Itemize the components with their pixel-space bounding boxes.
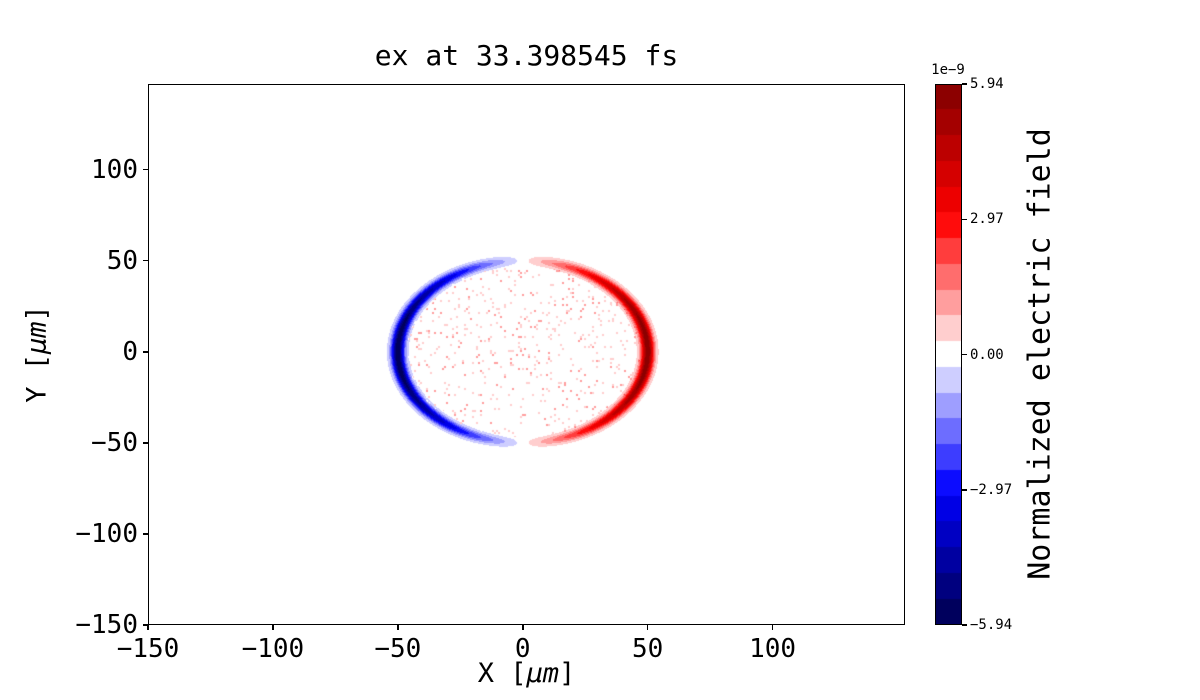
x-axis-label: X [μm] (148, 658, 905, 689)
y-tick-mark (143, 168, 148, 171)
colorbar-tick-mark (962, 489, 967, 491)
x-tick-label: 0 (514, 634, 531, 664)
colorbar-tick-label: −2.97 (970, 481, 1013, 498)
y-axis-label-suffix: ] (21, 305, 53, 322)
y-tick-mark (143, 442, 148, 444)
y-tick-label: −50 (91, 427, 138, 458)
y-tick-label: 50 (106, 245, 138, 276)
y-tick-label: 0 (122, 336, 138, 367)
y-tick-mark (143, 533, 148, 535)
y-tick-mark (143, 624, 148, 626)
colorbar-offset-label: 1e−9 (931, 62, 965, 78)
x-tick-mark (522, 625, 524, 630)
colorbar-tick-label: 0.00 (970, 346, 1004, 363)
x-tick-mark (147, 625, 149, 630)
x-axis-label-prefix: X [ (477, 658, 527, 689)
colorbar-tick-label: 2.97 (970, 211, 1004, 228)
x-tick-mark (397, 625, 399, 630)
x-tick-mark (771, 625, 774, 630)
y-tick-label: 100 (91, 154, 138, 185)
colorbar-tick-label: 5.94 (970, 76, 1004, 92)
x-tick-label: 50 (632, 634, 664, 664)
x-axis-label-unit: μm (526, 658, 560, 689)
y-tick-mark (143, 259, 148, 262)
colorbar-tick-label: −5.94 (970, 617, 1013, 633)
x-tick-label: 100 (749, 634, 797, 664)
y-tick-mark (143, 351, 148, 353)
x-tick-mark (646, 625, 649, 630)
colorbar-gradient (935, 84, 962, 625)
plot-area (148, 84, 905, 625)
plot-title: ex at 33.398545 fs (374, 39, 679, 72)
colorbar-tick-mark (962, 353, 967, 356)
colorbar-tick-mark (962, 218, 967, 220)
colorbar (935, 84, 962, 625)
y-axis-label-unit: μm (21, 321, 53, 354)
colorbar-tick-mark (962, 83, 967, 85)
y-axis-label-prefix: Y [ (21, 354, 53, 403)
colorbar-tick-mark (962, 624, 967, 626)
field-heatmap (148, 84, 905, 625)
y-axis-label: Y [μm] (22, 305, 53, 403)
x-tick-label: −50 (374, 634, 422, 664)
colorbar-label: Normalized electric field (1022, 128, 1058, 580)
x-tick-label: −150 (116, 634, 180, 664)
y-tick-label: −150 (75, 610, 138, 640)
x-axis-label-suffix: ] (559, 658, 576, 689)
y-tick-label: −100 (75, 518, 138, 549)
x-tick-label: −100 (241, 634, 305, 664)
x-tick-mark (272, 625, 274, 630)
